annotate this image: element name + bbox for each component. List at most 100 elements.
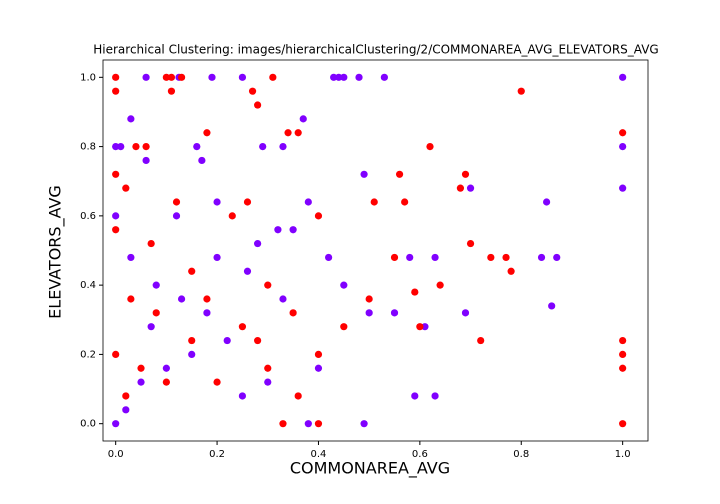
point (477, 336, 485, 345)
point (355, 73, 363, 81)
point (142, 142, 150, 151)
point (264, 281, 272, 289)
x-axis-label: COMMONAREA_AVG (290, 459, 450, 479)
point (279, 295, 287, 303)
y-axis-label: ELEVATORS_AVG (46, 185, 66, 319)
point (360, 170, 368, 178)
point (304, 198, 312, 206)
point (117, 142, 125, 151)
point (406, 253, 414, 262)
point (619, 350, 627, 359)
point (431, 392, 439, 400)
point (619, 142, 627, 151)
point (390, 253, 399, 262)
point (365, 295, 373, 303)
point (619, 184, 627, 192)
point (137, 378, 145, 386)
point (203, 309, 211, 317)
point (122, 184, 130, 192)
point (122, 406, 130, 414)
point (365, 309, 373, 317)
point (330, 73, 338, 81)
point (147, 239, 155, 248)
point (238, 392, 247, 400)
point (314, 420, 323, 428)
point (132, 142, 140, 151)
point (254, 101, 262, 109)
point (112, 420, 120, 428)
y-tick-label: 0.0 (80, 419, 96, 430)
point (294, 129, 302, 137)
point (314, 212, 323, 220)
x-tick-label: 0.8 (513, 449, 529, 460)
point (360, 420, 368, 428)
point (279, 420, 287, 428)
point (193, 142, 201, 151)
point (466, 239, 475, 248)
point (167, 73, 176, 81)
point (162, 73, 170, 81)
point (162, 378, 170, 386)
point (172, 198, 181, 206)
point (274, 226, 282, 234)
point (401, 198, 409, 206)
point (340, 323, 348, 331)
point (294, 392, 302, 400)
point (147, 323, 155, 331)
point (284, 129, 292, 137)
point (213, 378, 221, 386)
point (188, 267, 196, 275)
y-tick-label: 0.2 (80, 349, 96, 360)
chart-title: Hierarchical Clustering: images/hierarch… (93, 43, 658, 57)
point (112, 73, 120, 81)
point (487, 253, 495, 262)
x-tick-label: 0.2 (209, 449, 225, 460)
point (304, 420, 312, 428)
point (167, 87, 176, 95)
point (127, 295, 135, 303)
point (314, 364, 323, 372)
point (243, 267, 252, 275)
point (208, 73, 216, 81)
point (619, 420, 627, 428)
point (198, 156, 206, 165)
point (243, 198, 252, 206)
point (162, 364, 170, 372)
point (335, 73, 343, 81)
point (122, 392, 130, 400)
point (177, 73, 186, 81)
point (543, 198, 551, 206)
point (177, 295, 186, 303)
point (152, 309, 160, 317)
point (112, 226, 120, 234)
point (380, 73, 388, 81)
point (127, 253, 135, 262)
point (289, 226, 297, 234)
point (188, 350, 196, 359)
x-tick-label: 0.4 (311, 449, 327, 460)
point (112, 87, 120, 95)
point (411, 288, 419, 296)
point (370, 198, 378, 206)
point (461, 170, 470, 178)
point (223, 336, 231, 345)
y-tick-label: 1.0 (80, 72, 96, 83)
point (426, 142, 434, 151)
point (619, 364, 627, 372)
point (340, 281, 348, 289)
point (254, 239, 262, 248)
point (395, 170, 404, 178)
point (619, 336, 627, 345)
point (279, 142, 287, 151)
point (289, 309, 297, 317)
x-tick-label: 0.0 (108, 449, 124, 460)
point (259, 142, 267, 151)
point (517, 87, 525, 95)
point (340, 73, 348, 81)
point (264, 364, 272, 372)
point (112, 350, 120, 359)
point (431, 253, 439, 262)
point (264, 378, 272, 386)
point (248, 87, 257, 95)
